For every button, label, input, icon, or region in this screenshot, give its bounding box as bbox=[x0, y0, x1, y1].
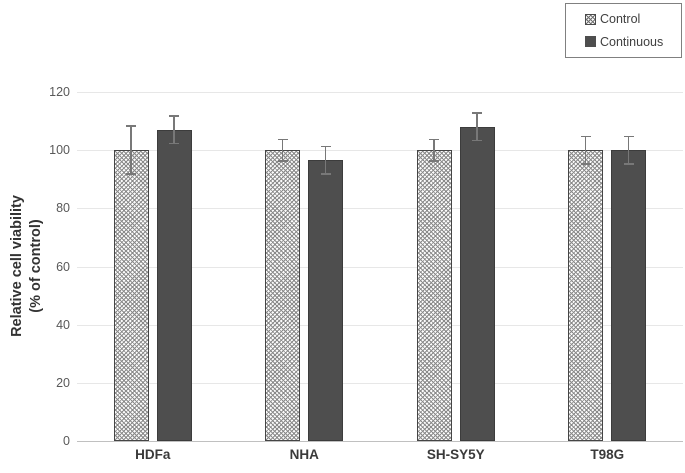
bar-continuous-nha bbox=[308, 160, 344, 441]
gridline-100 bbox=[77, 150, 683, 152]
legend-label-continuous: Continuous bbox=[600, 34, 664, 49]
error-bar-part bbox=[169, 142, 180, 145]
error-bar-continuous-sh-sy5y bbox=[472, 112, 483, 142]
bar-slot-control-nha bbox=[265, 92, 301, 441]
bar-slot-continuous-t98g bbox=[611, 92, 647, 441]
error-bar-part bbox=[584, 135, 587, 165]
error-bar-part bbox=[169, 115, 180, 117]
bar-control-t98g bbox=[568, 150, 604, 441]
legend-item-control: Control bbox=[585, 12, 681, 26]
error-bar-part bbox=[320, 145, 331, 148]
error-bar-part bbox=[476, 112, 478, 142]
bar-group-t98g bbox=[532, 92, 684, 441]
y-tick-label-60: 60 bbox=[56, 259, 70, 274]
error-bar-part bbox=[173, 115, 175, 145]
gridline-20 bbox=[77, 382, 683, 384]
error-bar-part bbox=[623, 135, 634, 138]
gridline-80 bbox=[77, 208, 683, 210]
bar-group-hdfa bbox=[77, 92, 229, 441]
error-bar-part bbox=[320, 173, 331, 175]
bar-slot-control-t98g bbox=[568, 92, 604, 441]
x-category-label-hdfa: HDFa bbox=[135, 447, 171, 462]
bar-slot-control-hdfa bbox=[113, 92, 149, 441]
x-category-label-nha: NHA bbox=[289, 447, 319, 462]
gridline-40 bbox=[77, 324, 683, 326]
bar-continuous-hdfa bbox=[156, 129, 192, 441]
error-bar-part bbox=[627, 135, 630, 165]
bar-slot-control-sh-sy5y bbox=[416, 92, 452, 441]
bar-group-nha bbox=[229, 92, 381, 441]
x-axis-category-labels: HDFa NHA SH-SY5Y T98G bbox=[77, 447, 683, 462]
error-bar-part bbox=[277, 138, 288, 141]
y-tick-label-0: 0 bbox=[63, 434, 70, 448]
error-bar-part bbox=[126, 125, 137, 127]
bar-groups bbox=[77, 92, 683, 441]
error-bar-part bbox=[472, 112, 483, 114]
plot-area bbox=[77, 92, 683, 442]
y-tick-label-40: 40 bbox=[56, 317, 70, 332]
y-tick-label-20: 20 bbox=[56, 375, 70, 390]
y-tick-label-80: 80 bbox=[56, 201, 70, 216]
legend-item-continuous: Continuous bbox=[585, 35, 681, 49]
bar-control-sh-sy5y bbox=[416, 150, 452, 441]
bar-slot-continuous-sh-sy5y bbox=[459, 92, 495, 441]
error-bar-control-sh-sy5y bbox=[429, 138, 440, 162]
error-bar-part bbox=[130, 125, 132, 175]
bar-control-nha bbox=[265, 150, 301, 441]
y-tick-label-100: 100 bbox=[49, 143, 70, 158]
error-bar-part bbox=[126, 173, 137, 175]
error-bar-part bbox=[324, 145, 327, 175]
error-bar-control-nha bbox=[277, 138, 288, 162]
error-bar-part bbox=[580, 163, 591, 165]
continuous-swatch-icon bbox=[585, 36, 596, 48]
error-bar-part bbox=[429, 160, 440, 162]
bar-continuous-sh-sy5y bbox=[459, 126, 495, 441]
error-bar-control-hdfa bbox=[126, 125, 137, 175]
legend: Control Continuous bbox=[565, 3, 682, 58]
gridline-60 bbox=[77, 266, 683, 268]
y-tick-label-120: 120 bbox=[49, 85, 70, 99]
bar-continuous-t98g bbox=[611, 150, 647, 441]
bar-slot-continuous-nha bbox=[308, 92, 344, 441]
legend-label-control: Control bbox=[600, 12, 641, 27]
error-bar-part bbox=[277, 160, 288, 162]
error-bar-part bbox=[623, 163, 634, 165]
error-bar-part bbox=[429, 138, 440, 141]
bar-slot-continuous-hdfa bbox=[156, 92, 192, 441]
x-category-label-t98g: T98G bbox=[590, 447, 625, 462]
error-bar-control-t98g bbox=[580, 135, 591, 165]
bar-control-hdfa bbox=[113, 150, 149, 441]
error-bar-part bbox=[580, 135, 591, 138]
error-bar-part bbox=[433, 138, 435, 162]
error-bar-continuous-hdfa bbox=[169, 115, 180, 145]
x-category-label-sh-sy5y: SH-SY5Y bbox=[426, 447, 485, 462]
error-bar-continuous-nha bbox=[320, 145, 331, 175]
error-bar-part bbox=[472, 139, 483, 142]
control-swatch-icon bbox=[585, 13, 596, 25]
error-bar-continuous-t98g bbox=[623, 135, 634, 165]
error-bar-part bbox=[281, 138, 284, 162]
bar-group-sh-sy5y bbox=[380, 92, 532, 441]
gridline-120 bbox=[77, 92, 683, 93]
x-axis-line bbox=[77, 441, 683, 442]
